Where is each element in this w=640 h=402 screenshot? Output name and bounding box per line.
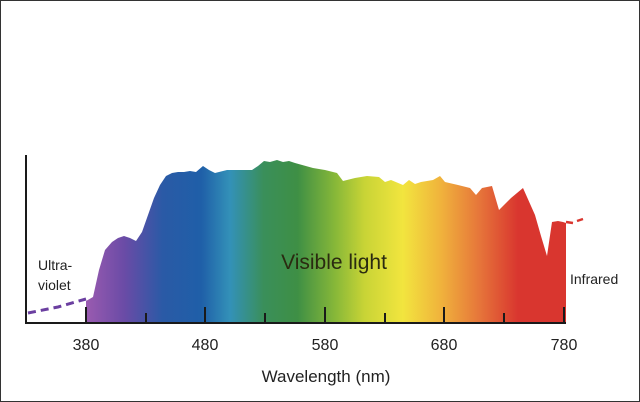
ultraviolet-label-line1: Ultra- xyxy=(38,257,73,273)
visible-spectrum-area xyxy=(86,160,566,323)
x-tick-label-580: 580 xyxy=(312,337,339,354)
x-tick-label-680: 680 xyxy=(431,337,458,354)
infrared-label: Infrared xyxy=(570,271,618,287)
x-axis-title: Wavelength (nm) xyxy=(262,367,391,386)
minor-ticks xyxy=(145,313,505,323)
ultraviolet-label-line2: violet xyxy=(38,277,71,293)
major-ticks xyxy=(85,307,565,323)
x-tick-label-780: 780 xyxy=(551,337,578,354)
infrared-dashed-line xyxy=(565,217,584,225)
x-tick-label-480: 480 xyxy=(192,337,219,354)
ultraviolet-dashed-line xyxy=(27,297,87,315)
x-tick-label-380: 380 xyxy=(73,337,100,354)
visible-light-label: Visible light xyxy=(281,251,387,274)
